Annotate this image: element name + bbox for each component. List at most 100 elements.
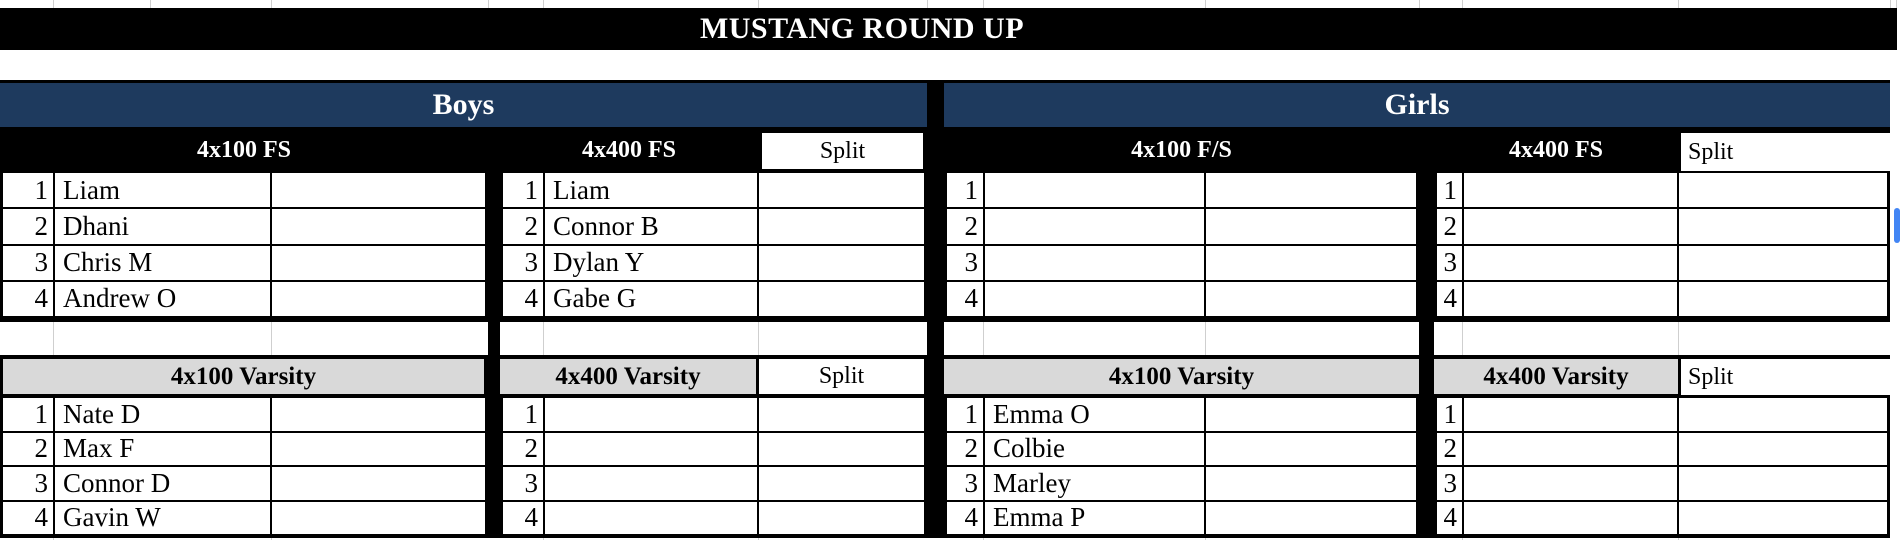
rank-cell[interactable]: 4	[3, 501, 53, 534]
rank-cell[interactable]: 4	[1437, 501, 1462, 534]
name-cell[interactable]: Liam	[55, 173, 270, 208]
name-cell[interactable]	[545, 501, 757, 534]
split-cell[interactable]	[1679, 398, 1887, 431]
rank-cell[interactable]: 4	[947, 501, 983, 534]
event-header-boys-4x100-fs[interactable]: 4x100 FS	[0, 127, 488, 173]
rank-cell[interactable]: 3	[947, 245, 983, 280]
rank-cell[interactable]: 3	[1437, 467, 1462, 500]
section-header-boys[interactable]: Boys	[0, 83, 927, 127]
split-cell[interactable]	[759, 173, 924, 208]
name-cell[interactable]: Andrew O	[55, 281, 270, 316]
rank-cell[interactable]: 1	[1437, 173, 1462, 208]
rank-cell[interactable]: 1	[1437, 398, 1462, 431]
event-header-boys-4x400-fs[interactable]: 4x400 FS	[500, 127, 758, 173]
split-header-girls-fs[interactable]: Split	[1681, 133, 1893, 171]
rank-cell[interactable]: 2	[503, 209, 543, 244]
name-cell[interactable]	[985, 209, 1204, 244]
section-header-girls[interactable]: Girls	[944, 83, 1890, 127]
rank-cell[interactable]: 1	[947, 173, 983, 208]
rank-cell[interactable]: 2	[503, 432, 543, 465]
time-cell[interactable]	[1206, 173, 1416, 208]
name-cell[interactable]	[1464, 501, 1677, 534]
split-cell[interactable]	[759, 209, 924, 244]
name-cell[interactable]: Emma P	[985, 501, 1204, 534]
name-cell[interactable]: Colbie	[985, 432, 1204, 465]
name-cell[interactable]: Max F	[55, 432, 270, 465]
split-cell[interactable]	[1679, 501, 1887, 534]
split-header-boys-fs[interactable]: Split	[762, 133, 923, 169]
time-cell[interactable]	[1206, 501, 1416, 534]
rank-cell[interactable]: 2	[3, 209, 53, 244]
name-cell[interactable]: Connor D	[55, 467, 270, 500]
name-cell[interactable]: Dhani	[55, 209, 270, 244]
rank-cell[interactable]: 4	[503, 281, 543, 316]
rank-cell[interactable]: 3	[3, 467, 53, 500]
time-cell[interactable]	[272, 173, 485, 208]
split-cell[interactable]	[759, 467, 924, 500]
time-cell[interactable]	[272, 281, 485, 316]
time-cell[interactable]	[272, 245, 485, 280]
split-cell[interactable]	[759, 501, 924, 534]
name-cell[interactable]	[985, 245, 1204, 280]
rank-cell[interactable]: 4	[3, 281, 53, 316]
split-cell[interactable]	[1679, 432, 1887, 465]
rank-cell[interactable]: 1	[947, 398, 983, 431]
time-cell[interactable]	[1206, 432, 1416, 465]
name-cell[interactable]	[1464, 245, 1677, 280]
rank-cell[interactable]: 4	[1437, 281, 1462, 316]
time-cell[interactable]	[1206, 245, 1416, 280]
time-cell[interactable]	[272, 467, 485, 500]
name-cell[interactable]: Gavin W	[55, 501, 270, 534]
event-header-girls-4x100-fs[interactable]: 4x100 F/S	[944, 127, 1419, 173]
rank-cell[interactable]: 2	[1437, 209, 1462, 244]
time-cell[interactable]	[272, 501, 485, 534]
name-cell[interactable]: Chris M	[55, 245, 270, 280]
rank-cell[interactable]: 1	[3, 398, 53, 431]
name-cell[interactable]: Dylan Y	[545, 245, 757, 280]
name-cell[interactable]: Emma O	[985, 398, 1204, 431]
name-cell[interactable]	[545, 467, 757, 500]
split-cell[interactable]	[1679, 467, 1887, 500]
time-cell[interactable]	[272, 398, 485, 431]
name-cell[interactable]	[1464, 467, 1677, 500]
rank-cell[interactable]: 3	[3, 245, 53, 280]
rank-cell[interactable]: 3	[503, 467, 543, 500]
split-header-girls-varsity[interactable]: Split	[1681, 359, 1893, 395]
split-cell[interactable]	[1679, 173, 1887, 208]
time-cell[interactable]	[272, 432, 485, 465]
blank-row[interactable]	[0, 50, 1900, 80]
time-cell[interactable]	[1206, 398, 1416, 431]
rank-cell[interactable]: 1	[3, 173, 53, 208]
rank-cell[interactable]: 3	[1437, 245, 1462, 280]
name-cell[interactable]: Liam	[545, 173, 757, 208]
name-cell[interactable]	[545, 398, 757, 431]
split-cell[interactable]	[1679, 209, 1887, 244]
name-cell[interactable]	[1464, 398, 1677, 431]
event-header-boys-4x400-varsity[interactable]: 4x400 Varsity	[500, 359, 756, 394]
split-cell[interactable]	[759, 281, 924, 316]
rank-cell[interactable]: 2	[947, 432, 983, 465]
event-header-boys-4x100-varsity[interactable]: 4x100 Varsity	[3, 359, 484, 394]
split-cell[interactable]	[759, 432, 924, 465]
name-cell[interactable]	[545, 432, 757, 465]
split-cell[interactable]	[1679, 281, 1887, 316]
event-header-girls-4x100-varsity[interactable]: 4x100 Varsity	[944, 359, 1419, 394]
time-cell[interactable]	[1206, 281, 1416, 316]
name-cell[interactable]	[985, 281, 1204, 316]
event-header-girls-4x400-fs[interactable]: 4x400 FS	[1434, 127, 1678, 173]
title-bar[interactable]: MUSTANG ROUND UP	[0, 8, 1897, 50]
rank-cell[interactable]: 4	[503, 501, 543, 534]
name-cell[interactable]	[1464, 432, 1677, 465]
rank-cell[interactable]: 2	[3, 432, 53, 465]
rank-cell[interactable]: 3	[503, 245, 543, 280]
name-cell[interactable]	[1464, 281, 1677, 316]
name-cell[interactable]: Gabe G	[545, 281, 757, 316]
rank-cell[interactable]: 2	[1437, 432, 1462, 465]
split-header-boys-varsity[interactable]: Split	[759, 359, 924, 394]
split-cell[interactable]	[1679, 245, 1887, 280]
name-cell[interactable]	[1464, 173, 1677, 208]
name-cell[interactable]: Connor B	[545, 209, 757, 244]
time-cell[interactable]	[1206, 467, 1416, 500]
event-header-girls-4x400-varsity[interactable]: 4x400 Varsity	[1434, 359, 1678, 394]
name-cell[interactable]: Nate D	[55, 398, 270, 431]
